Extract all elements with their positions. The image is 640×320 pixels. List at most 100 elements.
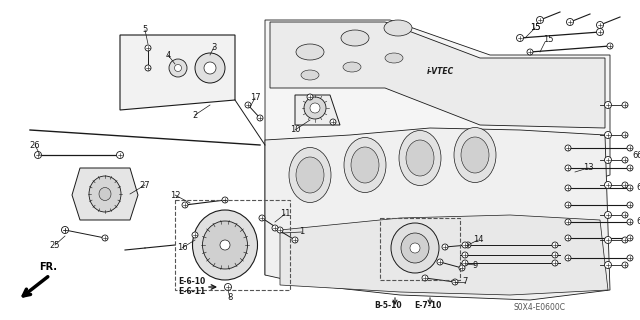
Ellipse shape xyxy=(175,65,182,71)
Ellipse shape xyxy=(202,221,248,269)
Circle shape xyxy=(627,235,633,241)
Circle shape xyxy=(565,202,571,208)
Text: 15: 15 xyxy=(530,23,540,33)
Text: FR.: FR. xyxy=(39,262,57,272)
Circle shape xyxy=(145,65,151,71)
Text: 11: 11 xyxy=(280,210,291,219)
Ellipse shape xyxy=(384,20,412,36)
Ellipse shape xyxy=(351,147,379,183)
Circle shape xyxy=(422,275,428,281)
Circle shape xyxy=(627,219,633,225)
Polygon shape xyxy=(120,35,235,110)
Text: 2: 2 xyxy=(193,110,198,119)
Circle shape xyxy=(622,237,628,243)
Text: 15: 15 xyxy=(543,36,553,44)
Polygon shape xyxy=(280,215,608,295)
Text: 25: 25 xyxy=(50,241,60,250)
Polygon shape xyxy=(265,128,610,300)
Circle shape xyxy=(605,156,611,164)
Text: 8: 8 xyxy=(227,293,233,302)
Circle shape xyxy=(565,165,571,171)
Circle shape xyxy=(605,132,611,139)
Ellipse shape xyxy=(296,44,324,60)
Ellipse shape xyxy=(204,62,216,74)
Circle shape xyxy=(182,202,188,208)
Ellipse shape xyxy=(304,97,326,119)
Text: 6: 6 xyxy=(636,150,640,159)
Circle shape xyxy=(627,202,633,208)
Ellipse shape xyxy=(195,53,225,83)
Circle shape xyxy=(330,119,336,125)
Circle shape xyxy=(565,145,571,151)
Ellipse shape xyxy=(391,223,439,273)
Ellipse shape xyxy=(341,30,369,46)
Circle shape xyxy=(245,102,251,108)
Bar xyxy=(380,218,460,280)
Ellipse shape xyxy=(296,157,324,193)
Circle shape xyxy=(605,181,611,188)
Circle shape xyxy=(627,255,633,261)
Text: i-VTEC: i-VTEC xyxy=(426,68,454,76)
Ellipse shape xyxy=(461,137,489,173)
Circle shape xyxy=(222,197,228,203)
Ellipse shape xyxy=(99,188,111,201)
Circle shape xyxy=(35,151,42,158)
Circle shape xyxy=(225,284,232,291)
Circle shape xyxy=(596,21,604,28)
Text: 16: 16 xyxy=(177,244,188,252)
Text: 3: 3 xyxy=(211,43,217,52)
Circle shape xyxy=(145,45,151,51)
Ellipse shape xyxy=(169,59,187,77)
Polygon shape xyxy=(295,95,340,125)
Bar xyxy=(175,200,290,290)
Circle shape xyxy=(605,261,611,268)
Circle shape xyxy=(62,227,68,233)
Circle shape xyxy=(627,185,633,191)
Circle shape xyxy=(552,260,558,266)
Ellipse shape xyxy=(344,138,386,193)
Circle shape xyxy=(605,236,611,244)
Circle shape xyxy=(102,235,108,241)
Polygon shape xyxy=(270,22,605,128)
Text: 12: 12 xyxy=(170,190,180,199)
Circle shape xyxy=(259,215,265,221)
Circle shape xyxy=(622,102,628,108)
Text: 13: 13 xyxy=(582,164,593,172)
Text: 1: 1 xyxy=(300,228,305,236)
Ellipse shape xyxy=(220,240,230,250)
Text: 26: 26 xyxy=(29,140,40,149)
Ellipse shape xyxy=(399,131,441,186)
Circle shape xyxy=(272,225,278,231)
Circle shape xyxy=(565,235,571,241)
Ellipse shape xyxy=(89,176,121,212)
Circle shape xyxy=(622,262,628,268)
Circle shape xyxy=(622,157,628,163)
Circle shape xyxy=(565,219,571,225)
Ellipse shape xyxy=(193,210,257,280)
Circle shape xyxy=(465,242,471,248)
Circle shape xyxy=(462,252,468,258)
Circle shape xyxy=(116,151,124,158)
Text: 15: 15 xyxy=(530,23,540,33)
Circle shape xyxy=(536,17,543,23)
Text: 9: 9 xyxy=(472,260,477,269)
Circle shape xyxy=(527,49,533,55)
Circle shape xyxy=(437,259,443,265)
Circle shape xyxy=(622,182,628,188)
Ellipse shape xyxy=(454,127,496,182)
Circle shape xyxy=(462,242,468,248)
Text: E-6-10: E-6-10 xyxy=(178,277,205,286)
Text: E-7-10: E-7-10 xyxy=(414,300,442,309)
Circle shape xyxy=(605,101,611,108)
Text: 27: 27 xyxy=(140,180,150,189)
Text: S0X4-E0600C: S0X4-E0600C xyxy=(514,303,566,313)
Circle shape xyxy=(459,265,465,271)
Circle shape xyxy=(605,212,611,219)
Ellipse shape xyxy=(289,148,331,203)
Circle shape xyxy=(307,94,313,100)
Circle shape xyxy=(565,255,571,261)
Ellipse shape xyxy=(343,62,361,72)
Circle shape xyxy=(61,227,68,234)
Circle shape xyxy=(627,145,633,151)
Ellipse shape xyxy=(410,243,420,253)
